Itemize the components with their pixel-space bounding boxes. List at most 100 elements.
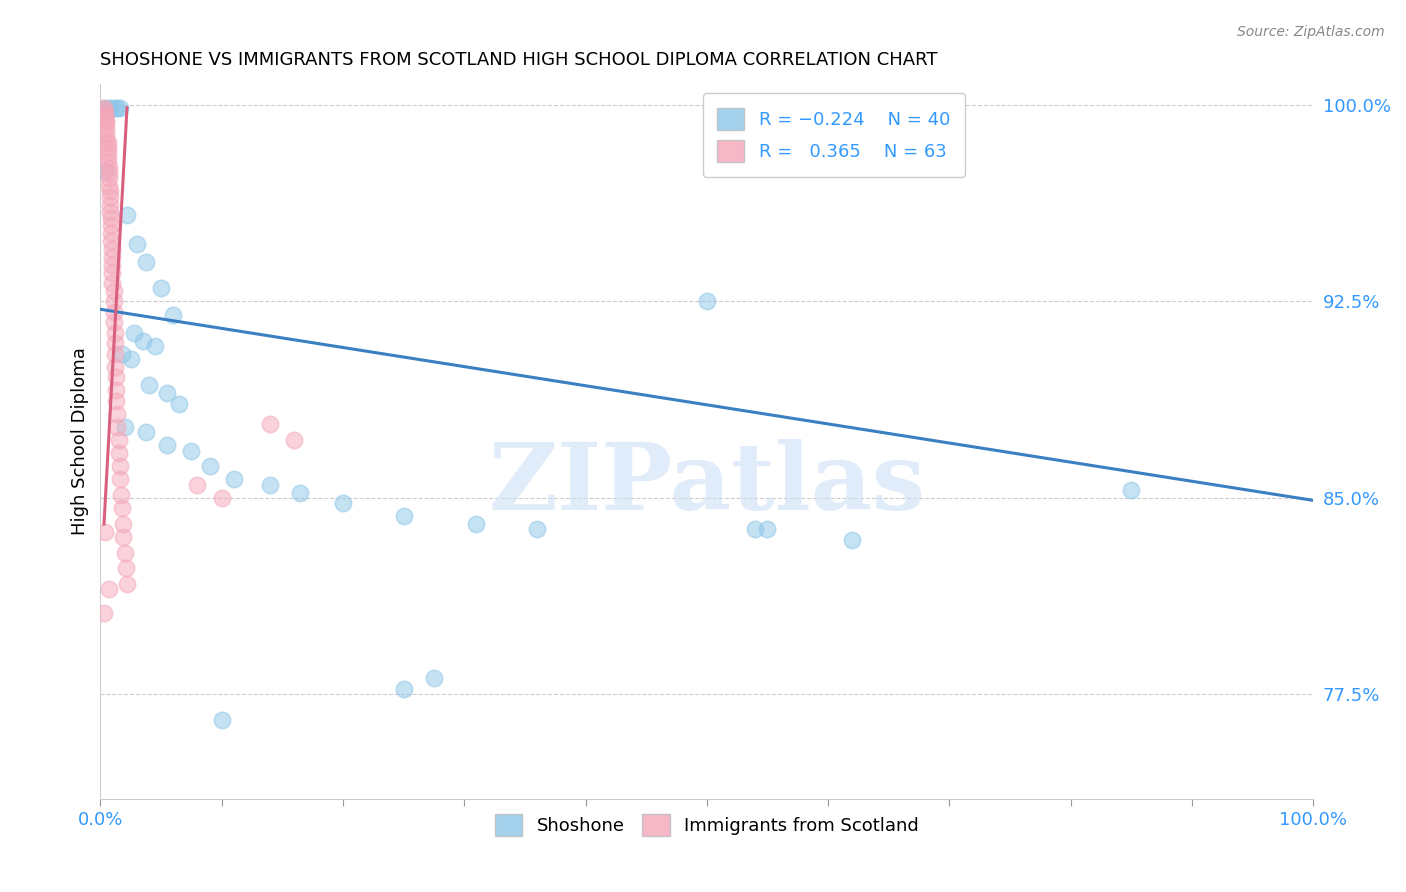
Point (105, 393, 128, 408)
Point (93, 101, 115, 115)
Point (97, 582, 120, 597)
Point (104, 359, 127, 374)
Y-axis label: High School Diploma: High School Diploma (72, 348, 89, 535)
Point (222, 472, 245, 486)
Point (290, 485, 312, 500)
Point (104, 347, 127, 361)
Point (167, 396, 190, 410)
Point (97, 166, 120, 180)
Point (94, 109, 117, 123)
Point (103, 284, 125, 298)
Point (423, 672, 446, 686)
Point (96, 113, 118, 128)
Point (156, 438, 179, 452)
Point (96, 121, 118, 136)
Point (101, 250, 124, 264)
Point (332, 496, 354, 510)
Point (108, 101, 131, 115)
Point (111, 501, 134, 516)
Point (105, 420, 128, 434)
Point (465, 516, 488, 531)
Point (93, 103, 115, 118)
Point (156, 386, 179, 401)
Point (105, 384, 128, 398)
Point (103, 315, 125, 329)
Point (100, 234, 122, 248)
Point (98, 197, 121, 211)
Point (103, 305, 125, 319)
Point (96, 116, 118, 130)
Point (111, 347, 134, 361)
Point (114, 420, 136, 434)
Text: SHOSHONE VS IMMIGRANTS FROM SCOTLAND HIGH SCHOOL DIPLOMA CORRELATION CHART: SHOSHONE VS IMMIGRANTS FROM SCOTLAND HIG… (100, 51, 938, 69)
Point (120, 351, 142, 366)
Point (744, 522, 766, 536)
Point (104, 336, 127, 351)
Point (98, 190, 121, 204)
Point (93, 606, 115, 620)
Point (108, 472, 131, 486)
Point (198, 459, 221, 474)
Point (108, 459, 131, 474)
Point (98, 205, 121, 219)
Point (259, 417, 281, 432)
Point (101, 276, 124, 290)
Point (97, 179, 120, 194)
Point (114, 546, 136, 560)
Point (143, 339, 166, 353)
Point (115, 577, 138, 591)
Point (138, 378, 160, 392)
Point (96, 132, 118, 146)
Point (100, 219, 122, 233)
Point (124, 326, 146, 340)
Point (97, 101, 120, 115)
Point (96, 127, 118, 141)
Point (526, 522, 548, 536)
Point (94, 524, 117, 539)
Point (211, 714, 233, 728)
Point (97, 150, 120, 164)
Point (259, 477, 281, 491)
Point (101, 266, 124, 280)
Point (104, 326, 127, 340)
Point (93, 101, 115, 115)
Point (283, 433, 305, 447)
Point (94, 163, 117, 178)
Point (135, 425, 157, 440)
Point (125, 236, 148, 251)
Point (97, 161, 120, 175)
Point (150, 281, 173, 295)
Point (186, 477, 208, 491)
Point (112, 530, 135, 544)
Point (103, 294, 125, 309)
Legend: Shoshone, Immigrants from Scotland: Shoshone, Immigrants from Scotland (488, 807, 927, 844)
Point (110, 488, 132, 502)
Point (392, 681, 415, 696)
Point (97, 171, 120, 186)
Point (97, 145, 120, 160)
Point (756, 522, 779, 536)
Text: Source: ZipAtlas.com: Source: ZipAtlas.com (1237, 25, 1385, 39)
Point (105, 370, 128, 384)
Point (100, 227, 122, 241)
Point (107, 446, 129, 460)
Point (98, 185, 121, 199)
Point (132, 334, 155, 348)
Point (94, 106, 117, 120)
Point (392, 509, 415, 524)
Point (112, 516, 135, 531)
Point (101, 258, 124, 272)
Point (841, 533, 863, 547)
Point (105, 407, 128, 421)
Point (100, 101, 122, 115)
Point (107, 433, 129, 447)
Text: ZIPatlas: ZIPatlas (488, 440, 925, 529)
Point (135, 255, 157, 269)
Point (94, 111, 117, 125)
Point (101, 242, 124, 256)
Point (114, 561, 136, 575)
Point (1121, 483, 1143, 497)
Point (162, 308, 184, 322)
Point (115, 208, 138, 222)
Point (211, 491, 233, 505)
